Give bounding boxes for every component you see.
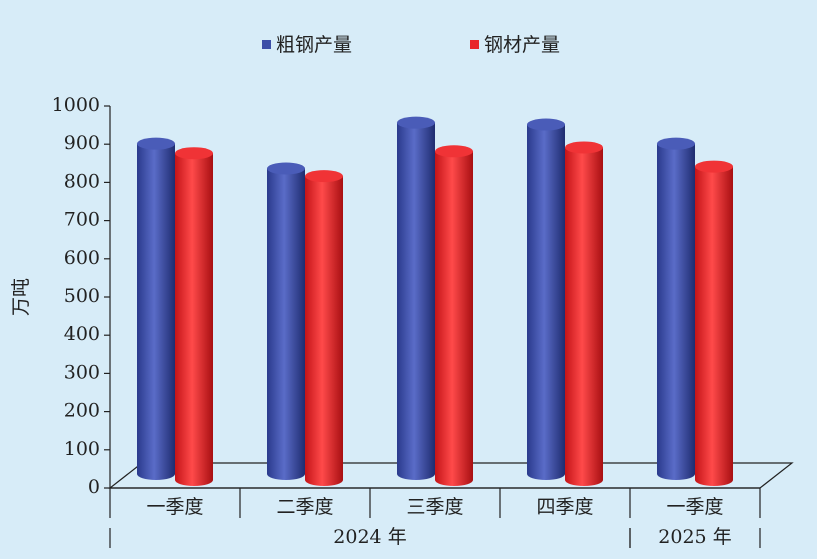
y-tick-label: 800 bbox=[64, 170, 100, 192]
y-tick-label: 0 bbox=[88, 476, 100, 498]
y-tick-label: 700 bbox=[64, 209, 100, 231]
y-tick-label: 200 bbox=[64, 400, 100, 422]
bar-body bbox=[435, 151, 473, 487]
x-tick-label: 四季度 bbox=[536, 496, 593, 518]
x-tick-label: 一季度 bbox=[666, 496, 723, 518]
bar bbox=[527, 118, 565, 480]
bar bbox=[175, 147, 213, 486]
y-tick-label: 400 bbox=[64, 323, 100, 345]
x-tick-label: 二季度 bbox=[276, 496, 333, 518]
y-tick-label: 600 bbox=[64, 247, 100, 269]
bar bbox=[565, 141, 603, 487]
bar-cap bbox=[527, 118, 565, 131]
legend-label: 粗钢产量 bbox=[276, 34, 352, 56]
legend-swatch bbox=[262, 40, 271, 49]
y-tick-label: 500 bbox=[64, 285, 100, 307]
bar-cap bbox=[267, 162, 305, 175]
bar bbox=[397, 116, 435, 481]
bar-cap bbox=[695, 160, 733, 173]
bar bbox=[435, 145, 473, 487]
bar-cap bbox=[175, 147, 213, 160]
bar-body bbox=[657, 143, 695, 480]
bar bbox=[305, 170, 343, 486]
bar bbox=[657, 137, 695, 480]
bar-body bbox=[527, 124, 565, 480]
bar-body bbox=[267, 168, 305, 481]
group-label: 2024 年 bbox=[333, 526, 406, 548]
bar-body bbox=[565, 147, 603, 487]
bar-cap bbox=[397, 116, 435, 129]
group-label: 2025 年 bbox=[658, 526, 731, 548]
bar bbox=[267, 162, 305, 481]
bar-body bbox=[175, 153, 213, 486]
y-tick-label: 100 bbox=[64, 438, 100, 460]
x-tick-label: 三季度 bbox=[406, 496, 463, 518]
bar bbox=[695, 160, 733, 486]
x-tick-label: 一季度 bbox=[146, 496, 203, 518]
legend-swatch bbox=[470, 40, 479, 49]
bar-body bbox=[137, 143, 175, 480]
y-tick-label: 300 bbox=[64, 361, 100, 383]
bar-cap bbox=[305, 170, 343, 183]
bar-body bbox=[695, 166, 733, 486]
bar-cap bbox=[137, 137, 175, 150]
y-axis-label: 万吨 bbox=[10, 278, 32, 316]
legend-label: 钢材产量 bbox=[484, 34, 560, 56]
y-tick-label: 900 bbox=[64, 132, 100, 154]
y-tick-label: 1000 bbox=[52, 94, 100, 116]
bar-cap bbox=[435, 145, 473, 158]
bar bbox=[137, 137, 175, 480]
bar-cap bbox=[657, 137, 695, 150]
bar-body bbox=[305, 176, 343, 486]
bar-body bbox=[397, 122, 435, 481]
bar-cap bbox=[565, 141, 603, 154]
